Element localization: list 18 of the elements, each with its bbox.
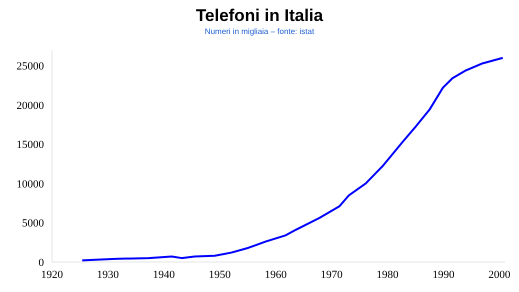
y-tick-label: 5000 [22, 218, 44, 230]
x-tick-label: 1920 [41, 268, 64, 281]
x-tick-label: 1950 [208, 268, 232, 281]
y-tick-label: 10000 [16, 178, 44, 190]
chart-title: Telefoni in Italia [194, 6, 324, 26]
y-tick-label: 25000 [16, 60, 44, 73]
y-tick-label: 20000 [16, 100, 44, 112]
x-tick-label: 1940 [152, 268, 176, 281]
x-tick-label: 1990 [432, 268, 455, 281]
y-tick-label: 0 [38, 256, 44, 269]
x-tick-label: 1930 [96, 268, 120, 281]
x-tick-label: 1960 [264, 268, 288, 281]
line-series [81, 56, 504, 262]
x-tick-label: 2000 [488, 268, 511, 281]
x-tick-label: 1970 [320, 268, 344, 281]
chart-subtitle: Numeri in migliaia – fonte: istat [204, 27, 316, 36]
y-tick-label: 15000 [16, 139, 44, 152]
x-tick-label: 1980 [376, 268, 400, 281]
